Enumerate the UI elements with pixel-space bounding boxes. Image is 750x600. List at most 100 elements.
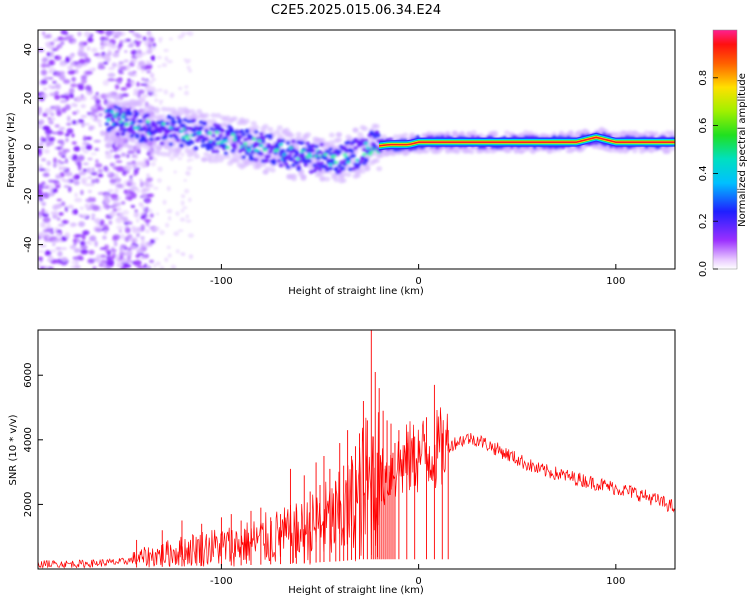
noise-cell (87, 157, 93, 161)
noise-cell (180, 209, 185, 213)
noise-cell (78, 213, 83, 217)
noise-cell (38, 232, 46, 237)
noise-cell (41, 208, 45, 214)
noise-cell (82, 162, 89, 166)
noise-cell (38, 147, 42, 154)
ridge-core (127, 112, 133, 117)
ridge-core (356, 162, 362, 167)
ridge-peak (323, 152, 328, 157)
ridge-halo (444, 131, 451, 137)
noise-cell (107, 72, 116, 78)
ridge-halo (503, 130, 510, 136)
noise-cell (153, 237, 159, 241)
ridge-core (273, 150, 279, 155)
noise-cell (150, 161, 156, 167)
ridge-halo (357, 131, 364, 137)
noise-cell (181, 252, 186, 257)
noise-cell (99, 130, 106, 137)
noise-cell (71, 102, 77, 107)
noise-cell (88, 125, 94, 131)
noise-cell (159, 229, 165, 236)
snr-marks (38, 330, 675, 569)
noise-cell (38, 92, 42, 96)
noise-cell (185, 171, 191, 176)
noise-cell (42, 216, 51, 223)
noise-cell (50, 51, 55, 57)
ridge-peak (223, 139, 229, 143)
noise-cell (44, 210, 49, 214)
noise-cell (61, 155, 66, 158)
ridge-core (363, 157, 369, 162)
noise-cell (61, 151, 67, 155)
ridge-core (131, 120, 137, 125)
noise-cell (94, 147, 100, 152)
noise-cell (169, 37, 173, 41)
ridge-halo (380, 134, 387, 140)
noise-cell (111, 255, 115, 261)
ridge-halo (648, 147, 655, 153)
noise-cell (115, 166, 123, 172)
noise-cell (69, 69, 77, 73)
noise-cell (119, 246, 123, 252)
ridge-halo (151, 114, 158, 120)
noise-cell (118, 42, 123, 47)
noise-cell (112, 235, 118, 242)
ridge-halo (122, 142, 129, 148)
ridge-core (186, 119, 192, 124)
noise-cell (131, 192, 137, 199)
noise-cell (184, 188, 190, 194)
noise-cell (69, 40, 73, 44)
noise-cell (140, 242, 146, 245)
ridge-core (285, 165, 291, 170)
noise-cell (146, 49, 153, 54)
ridge-core (259, 131, 264, 136)
noise-cell (74, 192, 78, 198)
noise-cell (90, 96, 95, 100)
noise-cell (99, 36, 106, 42)
noise-cell (71, 260, 78, 265)
noise-cell (106, 255, 113, 261)
ridge-halo (454, 147, 461, 153)
noise-cell (78, 44, 86, 49)
ridge-halo (262, 123, 269, 129)
noise-cell (178, 86, 183, 91)
noise-cell (113, 173, 119, 179)
noise-cell (129, 245, 137, 250)
ridge-halo (546, 148, 553, 154)
noise-cell (152, 93, 158, 97)
noise-cell (128, 42, 134, 47)
noise-cell (38, 183, 45, 190)
noise-cell (143, 219, 152, 222)
noise-cell (151, 77, 157, 82)
noise-cell (51, 131, 58, 135)
noise-cell (57, 159, 61, 163)
noise-cell (180, 31, 186, 37)
noise-cell (156, 178, 162, 183)
noise-cell (76, 255, 84, 261)
ridge-core (211, 133, 216, 138)
noise-cell (140, 224, 145, 231)
ridge-peak (262, 148, 268, 152)
ridge-core (202, 121, 208, 126)
ridge-core (333, 167, 339, 172)
noise-cell (115, 160, 123, 163)
noise-cell (185, 214, 189, 219)
ridge-core (328, 147, 334, 152)
noise-cell (170, 264, 177, 269)
noise-cell (103, 193, 110, 199)
noise-cell (180, 193, 186, 199)
ridge-core (230, 148, 236, 153)
ridge-halo (319, 175, 326, 181)
noise-cell (177, 229, 184, 232)
ridge-core (266, 154, 271, 159)
ridge-core (296, 167, 302, 172)
noise-cell (45, 250, 51, 255)
noise-cell (41, 57, 48, 63)
noise-cell (42, 183, 49, 187)
ridge-peak (278, 143, 284, 147)
noise-cell (43, 93, 49, 99)
noise-cell (134, 153, 138, 160)
noise-cell (107, 189, 114, 193)
ridge-core (117, 106, 122, 111)
noise-cell (84, 183, 92, 187)
